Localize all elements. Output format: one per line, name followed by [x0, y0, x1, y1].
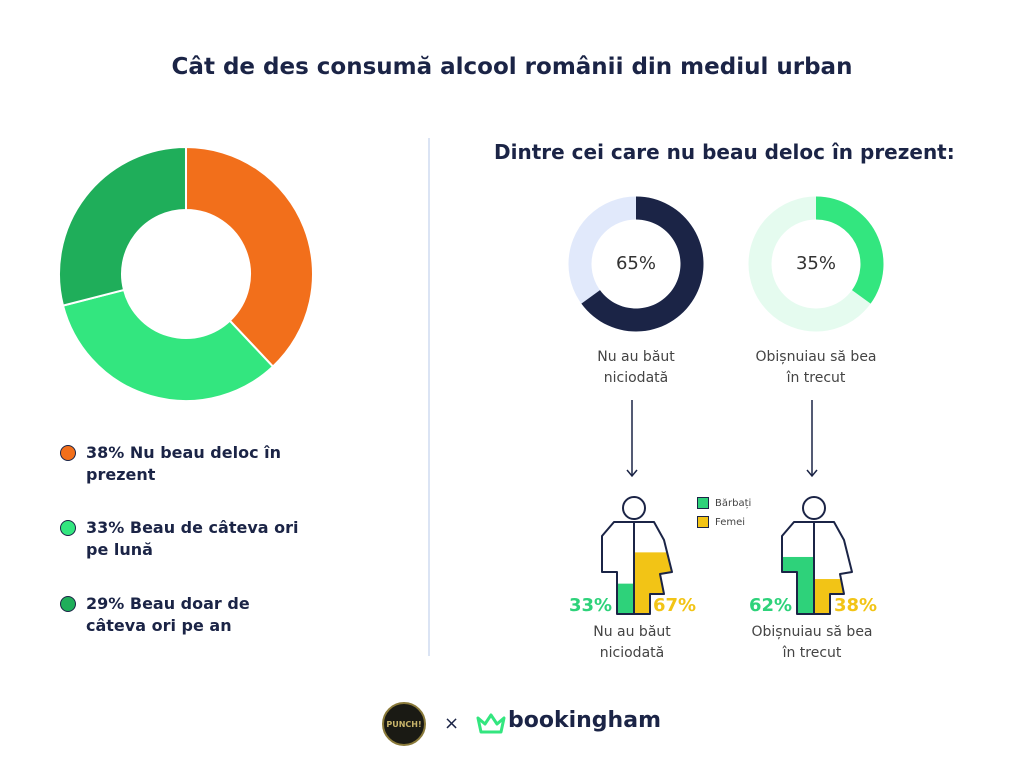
- page-title: Cât de des consumă alcool românii din me…: [171, 54, 853, 80]
- legend-text: pe lună: [86, 540, 153, 559]
- donut-value-arc: [816, 196, 884, 304]
- legend-dot-orange: [60, 445, 76, 461]
- section-subtitle: Dintre cei care nu beau deloc în prezent…: [494, 140, 955, 164]
- arrow-down-icon: [806, 400, 818, 478]
- legend-female: Femei: [697, 516, 745, 528]
- legend-item-2: 29% Beau doar de câteva ori pe an: [60, 593, 320, 637]
- female-outline: [633, 521, 673, 615]
- female-percent: 67%: [653, 595, 697, 616]
- female-outline: [813, 521, 853, 615]
- bookingham-logo: bookingham: [508, 708, 661, 733]
- donut-caption: Obișnuiau să bea în trecut: [755, 349, 877, 386]
- donut-center-label: 65%: [615, 253, 656, 274]
- legend-swatch-male: [697, 497, 709, 509]
- legend-text: prezent: [86, 465, 156, 484]
- male-outline: [601, 521, 635, 615]
- separator: ×: [444, 713, 460, 734]
- gender-figure-past: [781, 496, 853, 615]
- legend-dot-dark-green: [60, 596, 76, 612]
- gender-figure-never: [601, 496, 673, 615]
- donut-center-label: 35%: [795, 253, 836, 274]
- legend-text: 29% Beau doar de: [86, 594, 250, 613]
- legend-dot-light-green: [60, 520, 76, 536]
- legend-item-0: 38% Nu beau deloc în prezent: [60, 442, 320, 486]
- female-percent: 38%: [834, 595, 878, 616]
- legend-text: 38% Nu beau deloc în: [86, 443, 281, 462]
- male-percent: 33%: [569, 595, 613, 616]
- male-outline: [781, 521, 815, 615]
- male-percent: 62%: [749, 595, 793, 616]
- crown-icon: [476, 713, 506, 734]
- figure-caption: Nu au băut niciodată: [593, 624, 671, 661]
- legend-item-1: 33% Beau de câteva ori pe lună: [60, 517, 320, 561]
- figure-caption: Obișnuiau să bea în trecut: [751, 624, 873, 661]
- used-to-drink-donut: [748, 196, 884, 332]
- arrows: [626, 400, 818, 478]
- divider: [428, 138, 430, 656]
- donut-caption: Nu au băut niciodată: [597, 349, 675, 386]
- person-head-icon: [802, 496, 826, 520]
- donut-slice-0: [185, 145, 314, 368]
- donut-slice-2: [58, 145, 187, 307]
- legend-text: 33% Beau de câteva ori: [86, 518, 299, 537]
- main-donut-chart: [58, 145, 314, 402]
- donut-slice-1: [61, 288, 275, 402]
- legend-text: câteva ori pe an: [86, 616, 232, 635]
- legend-swatch-female: [697, 516, 709, 528]
- arrow-down-icon: [626, 400, 638, 478]
- legend-male: Bărbați: [697, 497, 751, 509]
- donut-value-arc: [581, 196, 704, 332]
- never-drank-donut: [568, 196, 704, 332]
- person-head-icon: [622, 496, 646, 520]
- punch-logo: PUNCH!: [382, 702, 426, 746]
